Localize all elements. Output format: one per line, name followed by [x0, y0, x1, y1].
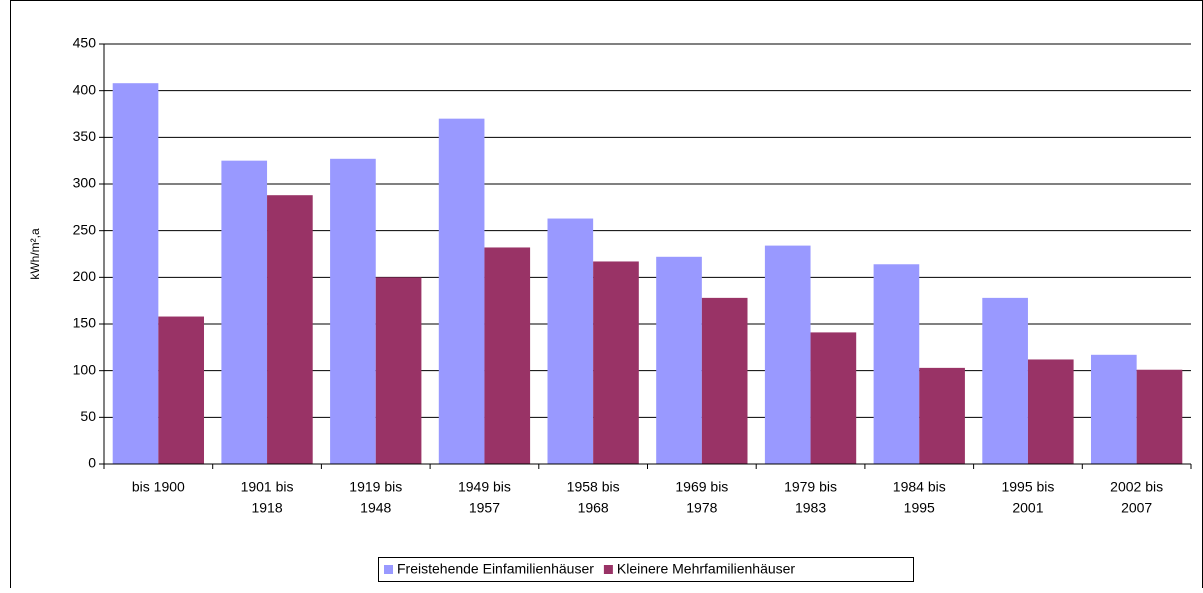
x-tick-label: 1901 bis: [241, 479, 294, 495]
bar: [158, 316, 205, 464]
bar: [656, 256, 702, 464]
legend-swatch: [603, 565, 613, 574]
bar: [593, 261, 639, 464]
y-tick-label: 0: [88, 455, 96, 471]
bar: [1027, 359, 1074, 464]
bar: [919, 367, 965, 464]
bar: [1090, 354, 1137, 464]
x-tick-label: 1995 bis: [1001, 479, 1054, 495]
bar: [547, 218, 594, 464]
legend-label: Freistehende Einfamilienhäuser: [397, 561, 594, 577]
bar: [221, 160, 268, 464]
y-tick-label: 300: [73, 175, 97, 191]
bar: [873, 264, 920, 464]
bar: [764, 245, 811, 464]
x-tick-label: 1978: [686, 500, 717, 516]
x-tick-label: 1958 bis: [567, 479, 620, 495]
x-tick-label: 1995: [904, 500, 935, 516]
x-tick-label: 1948: [360, 500, 391, 516]
x-tick-label: 1957: [469, 500, 500, 516]
x-tick-label: 1969 bis: [675, 479, 728, 495]
bar: [484, 247, 531, 464]
bar: [330, 158, 376, 465]
y-tick-label: 350: [73, 128, 97, 144]
x-tick-label: 1983: [795, 500, 826, 516]
bar: [701, 297, 748, 464]
bar: [810, 332, 857, 464]
legend-swatch: [384, 565, 393, 574]
legend-label: Kleinere Mehrfamilienhäuser: [617, 561, 796, 577]
x-tick-label: 2001: [1012, 500, 1043, 516]
y-tick-label: 100: [73, 361, 97, 377]
bar: [438, 118, 485, 465]
bar: [267, 195, 313, 464]
x-tick-label: 1918: [251, 500, 282, 516]
y-tick-label: 200: [73, 268, 97, 284]
x-tick-label: 2002 bis: [1110, 479, 1163, 495]
x-tick-label: 1979 bis: [784, 479, 837, 495]
y-axis-label: kWh/m²,a: [28, 228, 42, 280]
legend-box: [378, 557, 914, 582]
bar: [112, 83, 159, 464]
x-tick-label: 1919 bis: [349, 479, 402, 495]
y-tick-label: 400: [73, 81, 97, 97]
bar: [1136, 369, 1183, 464]
x-tick-label: 1968: [578, 500, 609, 516]
y-tick-label: 450: [73, 35, 97, 51]
bar: [375, 277, 422, 464]
x-tick-label: 1984 bis: [893, 479, 946, 495]
x-tick-label: 2007: [1121, 500, 1152, 516]
x-tick-label: 1949 bis: [458, 479, 511, 495]
x-tick-label: bis 1900: [132, 479, 185, 495]
y-tick-label: 150: [73, 315, 97, 331]
y-tick-label: 250: [73, 221, 97, 237]
y-tick-label: 50: [80, 408, 96, 424]
bar: [982, 297, 1028, 464]
